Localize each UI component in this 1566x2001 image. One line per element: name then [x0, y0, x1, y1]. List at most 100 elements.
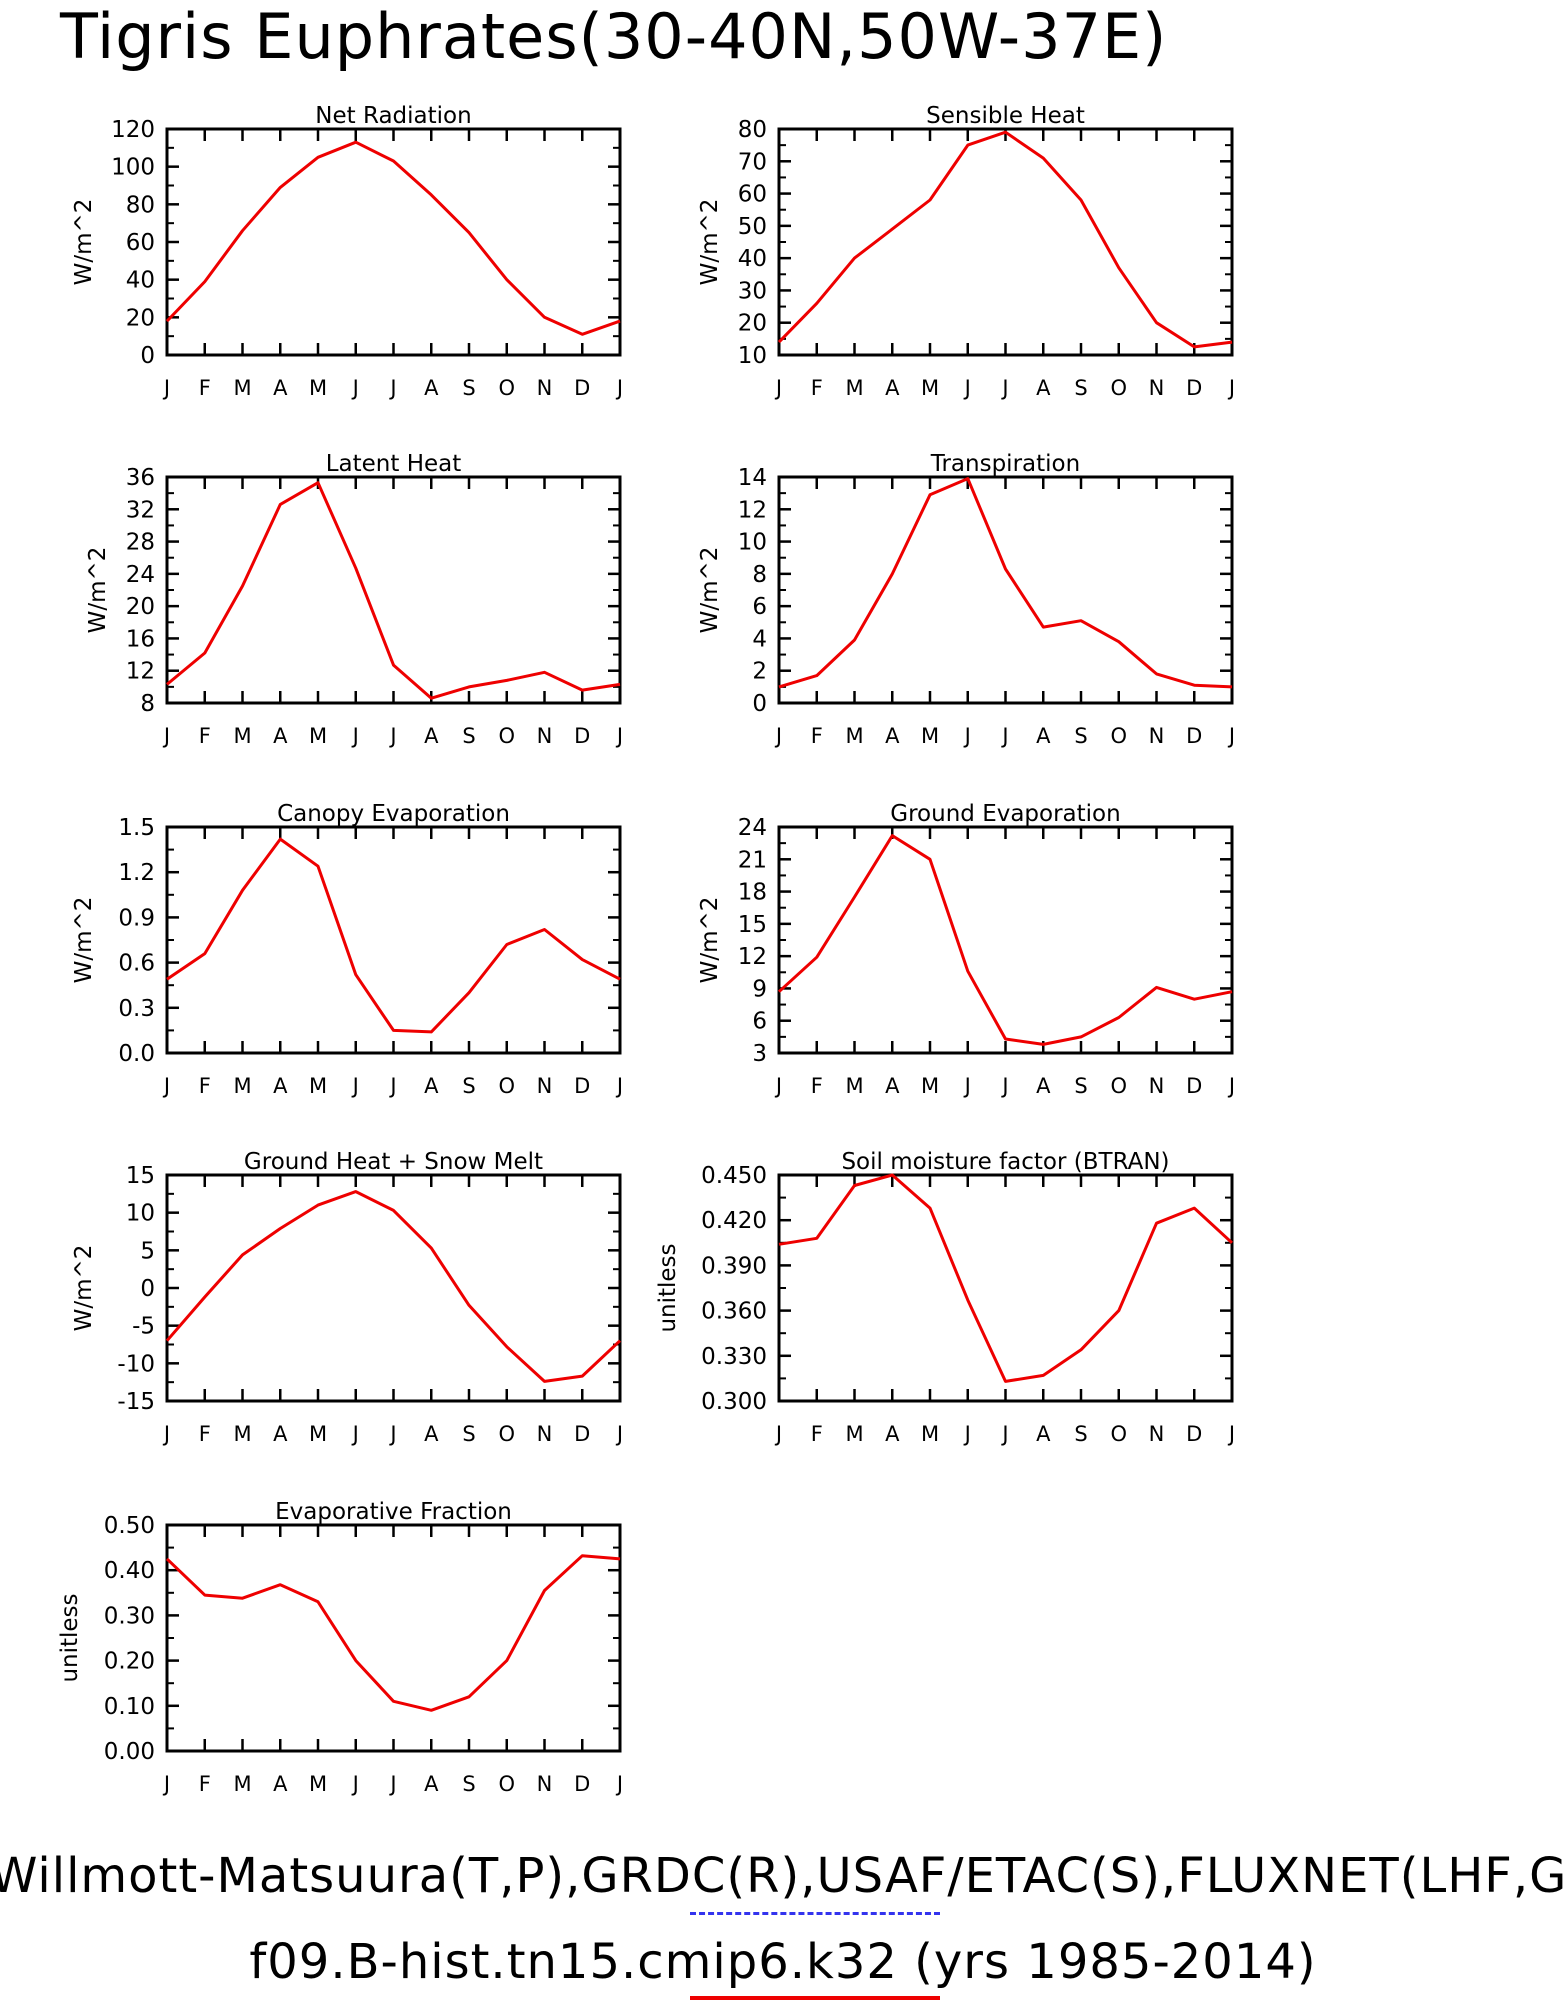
y-tick-label: 120: [111, 117, 155, 143]
x-tick-label: J: [388, 376, 396, 400]
x-tick-label: A: [885, 1422, 900, 1446]
model-legend-line: [690, 1996, 940, 2000]
x-tick-label: M: [845, 1422, 863, 1446]
x-tick-label: M: [921, 724, 939, 748]
chart-title: Ground Evaporation: [890, 801, 1120, 827]
x-tick-label: M: [233, 1772, 251, 1796]
x-tick-label: F: [811, 724, 823, 748]
y-axis-label: W/m^2: [697, 199, 723, 286]
y-tick-label: 6: [752, 1009, 767, 1035]
x-tick-label: D: [574, 724, 590, 748]
x-tick-label: N: [537, 724, 553, 748]
x-tick-label: S: [462, 724, 475, 748]
y-axis-label: W/m^2: [697, 897, 723, 984]
series-line: [777, 834, 1233, 1046]
y-axis-label: unitless: [57, 1593, 83, 1682]
x-tick-label: M: [845, 724, 863, 748]
x-tick-label: S: [1074, 1074, 1087, 1098]
y-tick-label: 24: [126, 562, 155, 588]
x-tick-label: J: [162, 724, 170, 748]
plot-frame: [165, 825, 622, 1055]
x-tick-label: J: [774, 376, 782, 400]
x-tick-label: M: [233, 1074, 251, 1098]
x-tick-label: A: [885, 1074, 900, 1098]
obs-legend-line: [690, 1912, 940, 1915]
y-tick-label: -10: [117, 1351, 155, 1377]
x-tick-label: A: [424, 1772, 439, 1796]
y-tick-label: 9: [752, 976, 767, 1002]
x-tick-label: F: [199, 724, 211, 748]
x-tick-label: M: [309, 724, 327, 748]
x-tick-label: D: [574, 1074, 590, 1098]
y-tick-label: 0.6: [118, 951, 155, 977]
x-tick-label: M: [309, 1772, 327, 1796]
x-tick-label: S: [1074, 376, 1087, 400]
x-tick-label: D: [574, 376, 590, 400]
chart-panel: J F M A M J J A S O N D J02468101214TranspirationW/m…: [697, 451, 1235, 748]
y-tick-label: 100: [111, 155, 155, 181]
x-tick-label: M: [309, 1422, 327, 1446]
x-tick-label: F: [199, 376, 211, 400]
x-tick-label: O: [498, 376, 515, 400]
x-tick-label: N: [1149, 724, 1165, 748]
x-tick-label: J: [963, 724, 971, 748]
chart-title: Ground Heat + Snow Melt: [244, 1149, 543, 1175]
x-tick-label: A: [273, 724, 288, 748]
plot-frame: [777, 825, 1234, 1055]
series-line: [165, 1190, 622, 1383]
x-tick-label: M: [921, 1422, 939, 1446]
x-tick-label: F: [199, 1422, 211, 1446]
x-tick-label: N: [537, 1074, 553, 1098]
footer-obs-sources: Willmott-Matsuura(T,P),GRDC(R),USAF/ETAC…: [0, 1848, 1566, 1904]
series-line: [777, 130, 1233, 349]
x-tick-label: F: [811, 1074, 823, 1098]
x-tick-label: S: [462, 1422, 475, 1446]
x-tick-label: A: [1036, 724, 1051, 748]
x-tick-label: A: [1036, 376, 1051, 400]
x-tick-label: J: [388, 1772, 396, 1796]
x-tick-label: J: [351, 1422, 359, 1446]
x-tick-label: A: [273, 1074, 288, 1098]
y-tick-label: 40: [126, 268, 155, 294]
x-tick-label: F: [811, 1422, 823, 1446]
y-tick-label: 16: [126, 626, 155, 652]
plot-frame: [165, 1523, 622, 1753]
x-tick-label: J: [615, 1772, 623, 1796]
y-tick-label: 0.30: [104, 1603, 155, 1629]
x-tick-label: M: [921, 1074, 939, 1098]
x-tick-label: D: [1186, 1422, 1202, 1446]
y-tick-label: 0.10: [104, 1694, 155, 1720]
y-tick-label: 70: [738, 149, 767, 175]
y-tick-label: 36: [126, 465, 155, 491]
x-tick-label: J: [1227, 1422, 1235, 1446]
y-tick-label: 0: [140, 1276, 155, 1302]
x-tick-label: J: [351, 1772, 359, 1796]
y-tick-label: 50: [738, 214, 767, 240]
y-tick-label: 80: [126, 192, 155, 218]
y-tick-label: 14: [738, 465, 767, 491]
x-tick-label: A: [424, 1422, 439, 1446]
x-tick-label: J: [615, 724, 623, 748]
chart-title: Latent Heat: [326, 451, 462, 477]
x-tick-label: S: [1074, 1422, 1087, 1446]
series-line: [166, 837, 621, 1034]
x-tick-label: A: [273, 1772, 288, 1796]
x-tick-label: O: [1110, 1074, 1127, 1098]
x-tick-label: J: [351, 1074, 359, 1098]
series-line: [165, 140, 621, 336]
y-tick-label: 2: [752, 659, 767, 685]
x-tick-label: F: [811, 376, 823, 400]
x-tick-label: J: [1000, 376, 1008, 400]
x-tick-label: O: [1110, 724, 1127, 748]
y-tick-label: 0.00: [104, 1739, 155, 1765]
x-tick-label: S: [462, 1074, 475, 1098]
x-tick-label: D: [574, 1422, 590, 1446]
x-tick-label: J: [351, 376, 359, 400]
y-tick-label: 10: [738, 343, 767, 369]
x-tick-label: M: [921, 376, 939, 400]
chart-title: Canopy Evaporation: [277, 801, 510, 827]
